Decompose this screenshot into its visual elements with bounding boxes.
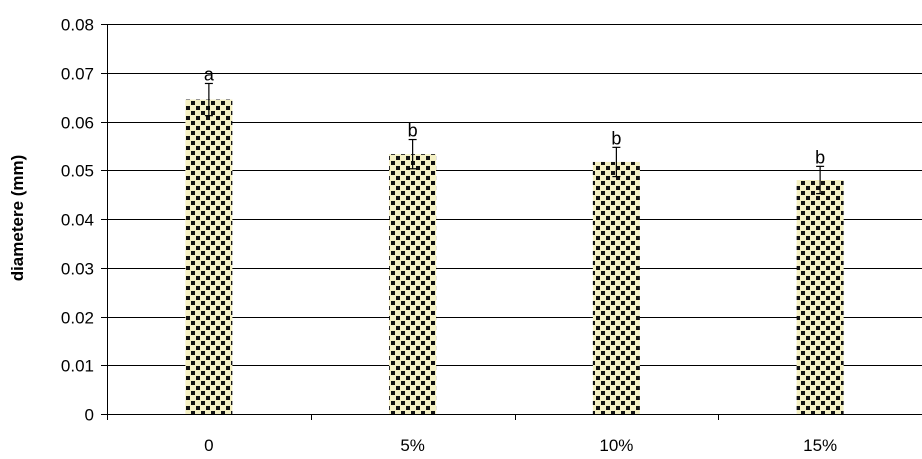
bar <box>185 99 233 414</box>
x-tick-label: 5% <box>400 436 425 455</box>
y-axis-title: diametere (mm) <box>8 155 27 282</box>
y-tick-label: 0.05 <box>61 162 94 181</box>
y-tick-label: 0.04 <box>61 211 94 230</box>
error-bars <box>204 82 825 195</box>
x-tick-label: 15% <box>803 436 837 455</box>
x-tick-label: 0 <box>204 436 213 455</box>
y-tick-label: 0.03 <box>61 260 94 279</box>
y-tick-label: 0.07 <box>61 65 94 84</box>
y-tick-label: 0.02 <box>61 309 94 328</box>
gridlines <box>107 24 922 366</box>
significance-label: b <box>408 121 418 141</box>
bar <box>389 154 437 414</box>
bars <box>185 99 844 414</box>
labels: 0 0.01 0.02 0.03 0.04 0.05 0.06 0.07 0.08 a 0 b 5% b 1… <box>61 16 837 456</box>
x-tick-label: 10% <box>599 436 633 455</box>
significance-label: b <box>815 147 825 167</box>
y-tick-label: 0.06 <box>61 114 94 133</box>
bar <box>592 161 640 414</box>
y-tick-label: 0.01 <box>61 357 94 376</box>
significance-label: a <box>204 64 215 84</box>
y-tick-label: 0.08 <box>61 16 94 35</box>
significance-label: b <box>611 128 621 148</box>
y-tick-label: 0 <box>85 406 94 425</box>
bar <box>796 180 844 414</box>
axes <box>101 24 922 420</box>
